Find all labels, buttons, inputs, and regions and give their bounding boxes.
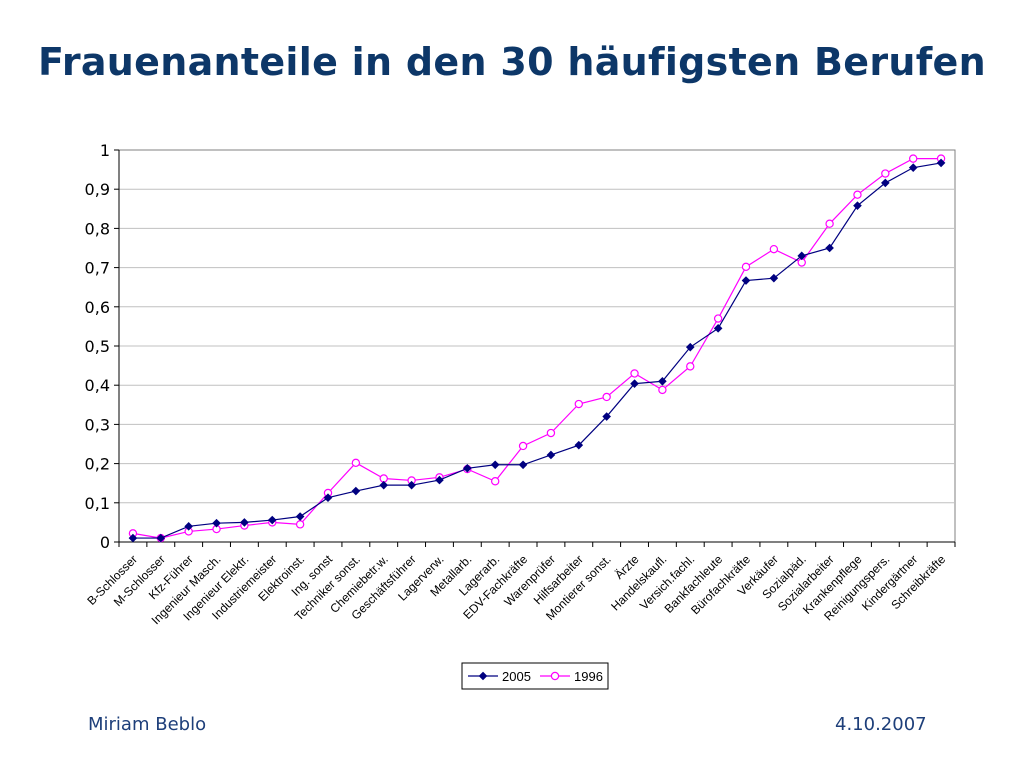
data-point-2005 xyxy=(490,460,500,470)
data-point-2005 xyxy=(685,342,695,352)
data-point-2005 xyxy=(240,518,249,527)
data-point-2005 xyxy=(379,480,389,490)
data-point-2005 xyxy=(128,533,138,543)
data-point-1996 xyxy=(351,458,361,468)
legend-label-1996: 1996 xyxy=(574,669,603,684)
y-tick-label: 0,4 xyxy=(85,376,110,395)
legend-marker-1996 xyxy=(550,671,560,681)
data-point-2005 xyxy=(881,178,890,188)
y-tick-label: 0,7 xyxy=(85,259,110,278)
data-point-1996 xyxy=(909,154,918,163)
data-point-1996 xyxy=(574,399,584,409)
data-point-1996 xyxy=(825,219,834,228)
data-point-2005 xyxy=(825,243,834,253)
data-point-2005 xyxy=(574,440,584,450)
data-point-2005 xyxy=(295,512,305,521)
data-point-2005 xyxy=(853,201,862,210)
data-point-2005 xyxy=(546,450,556,460)
data-point-1996 xyxy=(769,244,779,254)
data-point-1996 xyxy=(602,392,611,402)
y-tick-label: 0,2 xyxy=(85,455,110,474)
data-point-2005 xyxy=(602,412,611,421)
y-tick-label: 0,6 xyxy=(85,298,110,317)
data-point-2005 xyxy=(184,522,193,531)
y-tick-label: 0 xyxy=(100,533,110,552)
data-point-2005 xyxy=(212,518,221,528)
series-line-2005 xyxy=(132,162,942,539)
data-point-2005 xyxy=(463,463,472,473)
series-line-1996 xyxy=(132,158,942,539)
data-point-2005 xyxy=(741,276,751,285)
y-tick-label: 0,1 xyxy=(85,494,110,513)
footer-author: Miriam Beblo xyxy=(88,714,207,735)
data-point-2005 xyxy=(435,475,444,485)
legend-marker-2005 xyxy=(478,671,488,681)
data-point-1996 xyxy=(853,190,862,199)
data-point-2005 xyxy=(407,480,416,490)
data-point-1996 xyxy=(518,441,528,451)
data-point-1996 xyxy=(741,262,751,272)
data-point-2005 xyxy=(323,493,333,503)
data-point-1996 xyxy=(630,369,639,378)
data-point-1996 xyxy=(686,362,695,371)
y-tick-label: 0,5 xyxy=(85,337,110,356)
data-point-1996 xyxy=(491,477,500,486)
data-point-2005 xyxy=(630,379,639,388)
data-point-1996 xyxy=(658,385,667,395)
y-tick-label: 0,8 xyxy=(85,219,110,238)
data-point-2005 xyxy=(658,376,667,386)
y-tick-label: 1 xyxy=(100,141,110,160)
data-point-1996 xyxy=(881,169,890,178)
footer-date: 4.10.2007 xyxy=(835,714,927,735)
y-tick-label: 0,9 xyxy=(85,180,110,199)
slide-title: Frauenanteile in den 30 häufigsten Beruf… xyxy=(38,40,986,84)
y-tick-label: 0,3 xyxy=(85,415,110,434)
data-point-2005 xyxy=(351,486,361,496)
data-point-2005 xyxy=(936,158,946,168)
data-point-2005 xyxy=(769,273,779,283)
data-point-2005 xyxy=(267,515,277,525)
data-point-1996 xyxy=(546,428,556,438)
data-point-2005 xyxy=(518,460,528,470)
data-point-1996 xyxy=(295,520,305,529)
legend-label-2005: 2005 xyxy=(502,669,531,684)
data-point-2005 xyxy=(797,251,807,261)
data-point-2005 xyxy=(156,533,166,543)
data-point-1996 xyxy=(713,314,723,323)
data-point-2005 xyxy=(908,163,918,172)
data-point-2005 xyxy=(713,324,723,333)
